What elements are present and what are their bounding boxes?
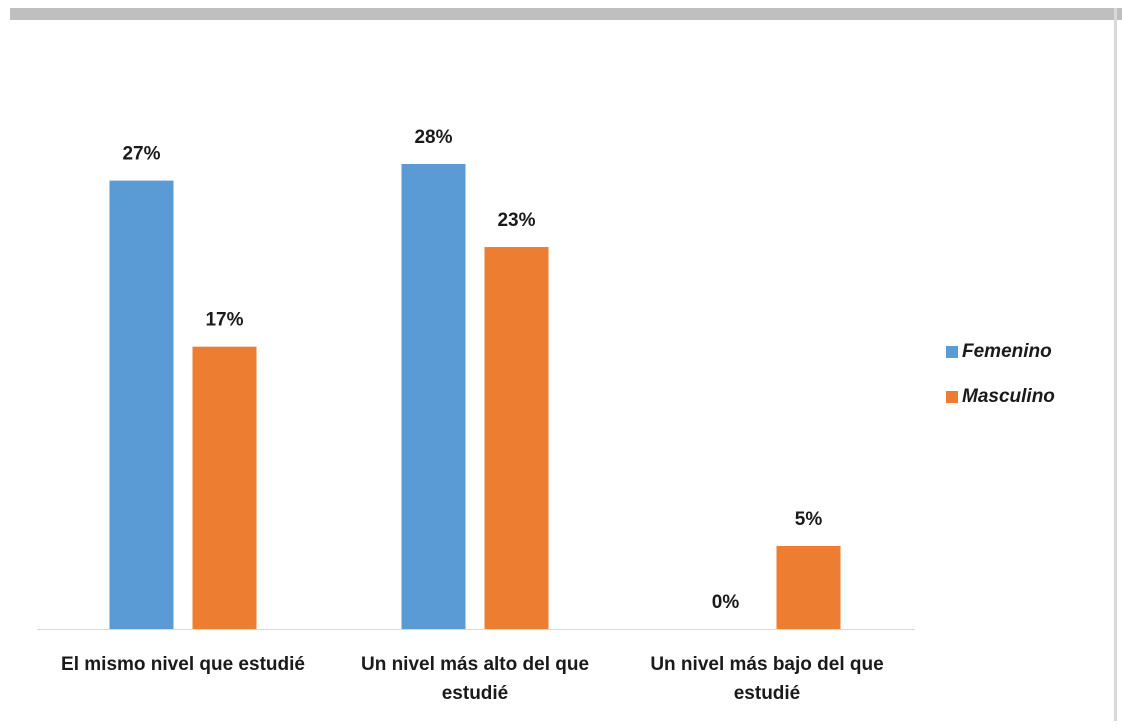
frame-top [10,8,1122,20]
x-label-box: Un nivel más bajo del que estudié [650,654,884,704]
x-tick-label: Un nivel más alto del que estudié [360,654,590,704]
data-label: 17% [205,310,243,331]
x-tick-label: Un nivel más bajo del que estudié [650,654,884,704]
data-label: 27% [122,144,160,165]
data-label: 28% [414,127,452,148]
bar [401,164,466,629]
legend-label: Femenino [962,341,1052,362]
data-label: 0% [712,592,740,613]
legend-swatch [946,391,958,403]
x-label-box: Un nivel más alto del que estudié [360,654,590,704]
bar [109,180,174,629]
data-label: 5% [795,509,823,530]
bar [776,545,841,629]
x-label-box: El mismo nivel que estudié [61,654,305,675]
legend-swatch [946,346,958,358]
frame-right [1114,8,1117,721]
legend-label: Masculino [962,386,1055,407]
bar [484,247,549,630]
data-label: 23% [497,210,535,231]
bar [192,346,257,629]
x-tick-label: El mismo nivel que estudié [61,654,305,675]
